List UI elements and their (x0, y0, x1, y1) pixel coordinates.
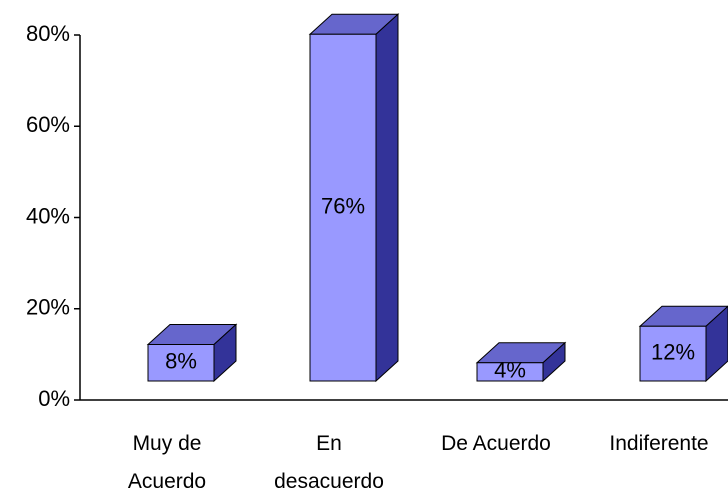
bar-side (375, 13, 399, 383)
bar (639, 325, 707, 382)
bar (147, 344, 215, 382)
value-label: 12% (651, 339, 695, 364)
bar (476, 362, 544, 382)
y-tick-label: 60% (26, 112, 70, 137)
y-tick-label: 40% (26, 203, 70, 228)
x-tick-label: De Acuerdo (441, 432, 551, 455)
value-label: 8% (165, 349, 197, 374)
x-tick-label: Indiferente (609, 432, 709, 455)
value-label: 76% (321, 193, 365, 218)
y-tick-label: 0% (38, 386, 70, 411)
x-tick-label: En desacuerdo (274, 432, 384, 493)
value-label: 4% (494, 358, 526, 383)
x-tick-label: Muy de Acuerdo (127, 432, 207, 493)
y-tick-label: 20% (26, 295, 70, 320)
bar (309, 33, 377, 382)
y-tick-label: 80% (26, 21, 70, 46)
